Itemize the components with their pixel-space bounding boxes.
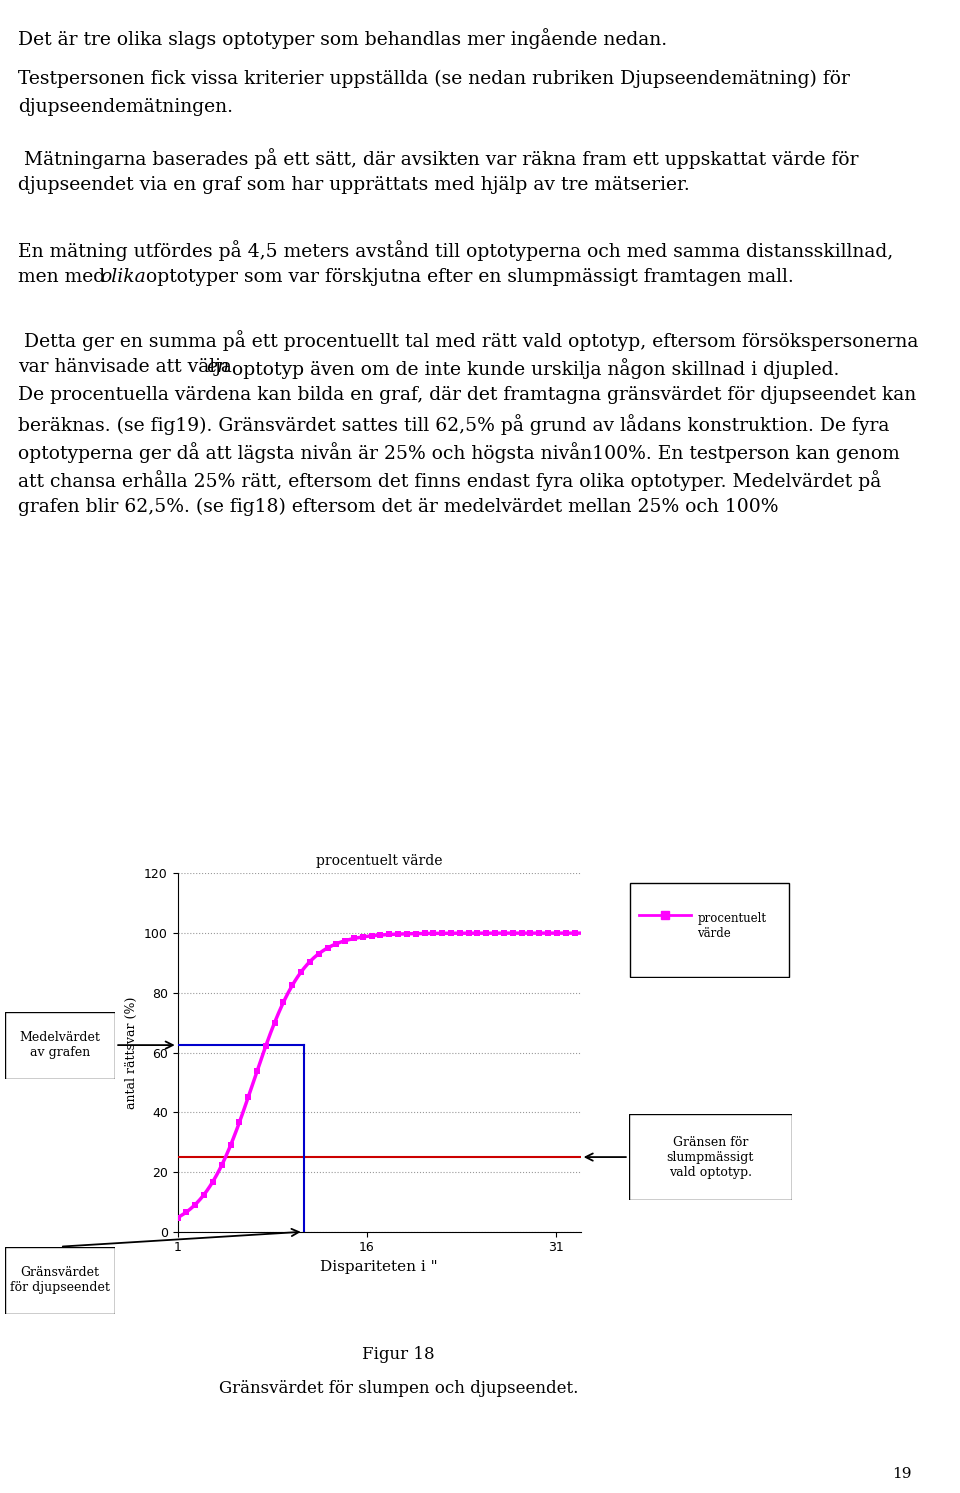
- Text: grafen blir 62,5%. (se fig18) eftersom det är medelvärdet mellan 25% och 100%: grafen blir 62,5%. (se fig18) eftersom d…: [18, 499, 779, 517]
- Text: Figur 18: Figur 18: [362, 1345, 435, 1363]
- Text: en: en: [206, 358, 229, 376]
- Text: procentuelt
värde: procentuelt värde: [697, 912, 766, 941]
- Text: Mätningarna baserades på ett sätt, där avsikten var räkna fram ett uppskattat vä: Mätningarna baserades på ett sätt, där a…: [18, 148, 858, 169]
- Text: optotyper som var förskjutna efter en slumpmässigt framtagen mall.: optotyper som var förskjutna efter en sl…: [140, 269, 794, 287]
- Text: djupseendet via en graf som har upprättats med hjälp av tre mätserier.: djupseendet via en graf som har upprätta…: [18, 176, 689, 194]
- Text: Detta ger en summa på ett procentuellt tal med rätt vald optotyp, eftersom försö: Detta ger en summa på ett procentuellt t…: [18, 330, 919, 351]
- Title: procentuelt värde: procentuelt värde: [316, 854, 443, 867]
- X-axis label: Dispariteten i ": Dispariteten i ": [321, 1260, 438, 1274]
- Text: Gränsen för
slumpmässigt
vald optotyp.: Gränsen för slumpmässigt vald optotyp.: [666, 1136, 755, 1178]
- Text: men med: men med: [18, 269, 111, 287]
- Text: 19: 19: [893, 1468, 912, 1481]
- Y-axis label: antal rättsvar (%): antal rättsvar (%): [126, 996, 138, 1109]
- Text: De procentuella värdena kan bilda en graf, där det framtagna gränsvärdet för dju: De procentuella värdena kan bilda en gra…: [18, 387, 916, 405]
- Text: att chansa erhålla 25% rätt, eftersom det finns endast fyra olika optotyper. Med: att chansa erhålla 25% rätt, eftersom de…: [18, 470, 881, 491]
- Text: beräknas. (se fig19). Gränsvärdet sattes till 62,5% på grund av lådans konstrukt: beräknas. (se fig19). Gränsvärdet sattes…: [18, 414, 889, 434]
- Text: djupseendemätningen.: djupseendemätningen.: [18, 99, 233, 116]
- Text: olika: olika: [100, 269, 146, 287]
- Text: Det är tre olika slags optotyper som behandlas mer ingående nedan.: Det är tre olika slags optotyper som beh…: [18, 28, 667, 49]
- Text: var hänvisade att välja: var hänvisade att välja: [18, 358, 238, 376]
- Text: Gränsvärdet för slumpen och djupseendet.: Gränsvärdet för slumpen och djupseendet.: [219, 1380, 578, 1397]
- Text: optotyp även om de inte kunde urskilja någon skillnad i djupled.: optotyp även om de inte kunde urskilja n…: [226, 358, 839, 379]
- Text: Medelvärdet
av grafen: Medelvärdet av grafen: [19, 1032, 101, 1059]
- Text: optotyperna ger då att lägsta nivån är 25% och högsta nivån100%. En testperson k: optotyperna ger då att lägsta nivån är 2…: [18, 442, 900, 463]
- Text: Testpersonen fick vissa kriterier uppställda (se nedan rubriken Djupseendemätnin: Testpersonen fick vissa kriterier uppstä…: [18, 70, 850, 88]
- Text: Gränsvärdet
för djupseendet: Gränsvärdet för djupseendet: [10, 1266, 110, 1294]
- Text: En mätning utfördes på 4,5 meters avstånd till optotyperna och med samma distans: En mätning utfördes på 4,5 meters avstån…: [18, 240, 893, 261]
